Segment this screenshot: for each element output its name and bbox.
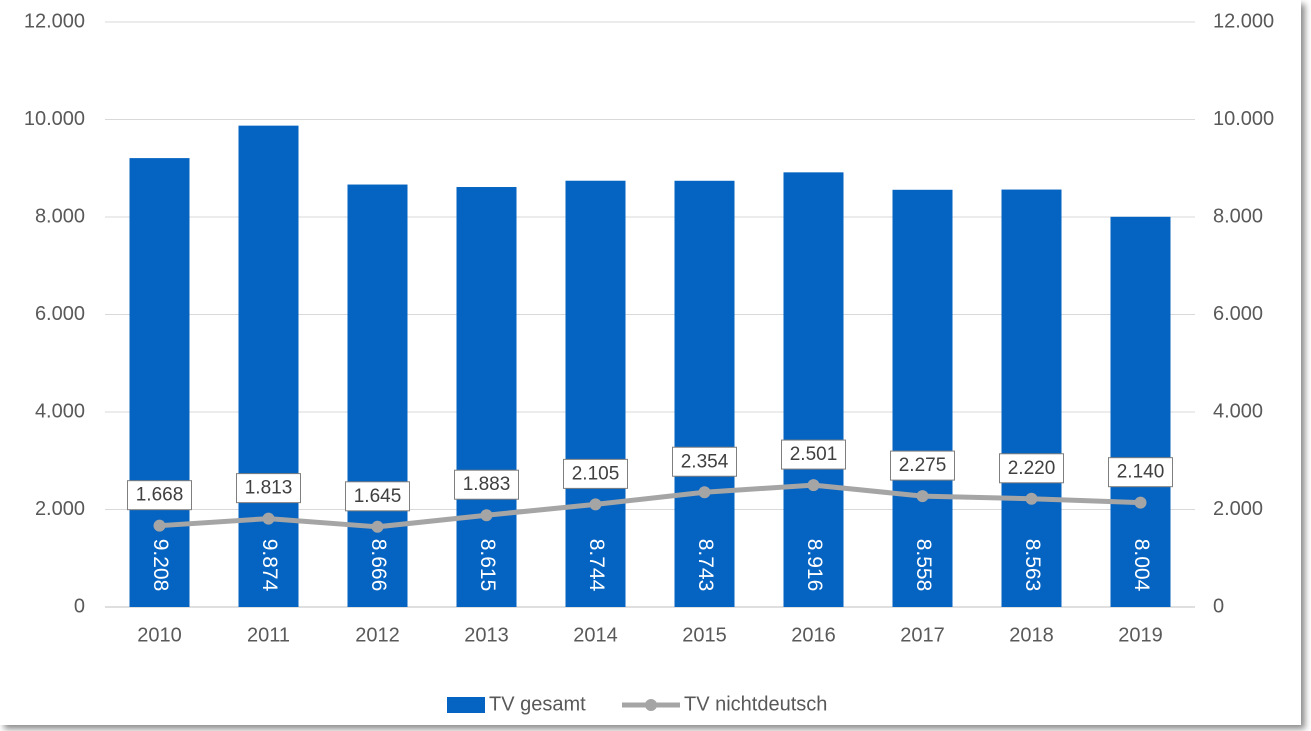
x-tick-label: 2012 <box>355 624 400 646</box>
x-tick-label: 2013 <box>464 624 509 646</box>
bar <box>456 187 517 608</box>
y2-tick-label: 10.000 <box>1213 108 1274 130</box>
line-point <box>480 509 493 522</box>
data-label-box <box>454 469 519 500</box>
x-tick-label: 2010 <box>137 624 182 646</box>
line-value-label: 1.668 <box>136 485 184 506</box>
bar-value-label: 9.208 <box>149 539 172 592</box>
bar <box>129 158 190 608</box>
line-value-label: 1.645 <box>354 486 402 507</box>
legend-label: TV nichtdeutsch <box>684 693 827 715</box>
y-tick-label: 12.000 <box>24 10 85 32</box>
bar-value-label: 8.916 <box>803 539 826 592</box>
legend-swatch-point <box>645 699 657 711</box>
data-label-box <box>563 458 628 489</box>
bar-value-label: 9.874 <box>258 539 281 592</box>
legend-swatch <box>447 697 485 713</box>
bar-value-label: 8.666 <box>367 539 390 592</box>
y-tick-label: 2.000 <box>35 498 85 520</box>
bar <box>892 189 953 608</box>
y2-tick-label: 4.000 <box>1213 400 1263 422</box>
line-point <box>371 520 384 533</box>
line-value-label: 1.813 <box>245 478 293 499</box>
data-label-box <box>781 439 846 470</box>
data-label-box <box>236 473 301 504</box>
y2-tick-label: 8.000 <box>1213 205 1263 227</box>
x-tick-label: 2015 <box>682 624 727 646</box>
line-value-label: 2.220 <box>1008 458 1056 479</box>
y-tick-label: 4.000 <box>35 400 85 422</box>
y2-tick-label: 0 <box>1213 595 1224 617</box>
line-point <box>1025 492 1038 505</box>
bar-value-label: 8.558 <box>912 539 935 592</box>
y-tick-label: 6.000 <box>35 303 85 325</box>
line-point <box>698 486 711 499</box>
bar-value-label: 8.615 <box>476 539 499 592</box>
line-point <box>807 479 820 492</box>
x-tick-label: 2016 <box>791 624 836 646</box>
data-label-box <box>890 450 955 481</box>
line-value-label: 2.354 <box>681 451 729 472</box>
y2-tick-label: 12.000 <box>1213 10 1274 32</box>
bar <box>565 180 626 608</box>
y2-tick-label: 6.000 <box>1213 303 1263 325</box>
bar-value-label: 8.563 <box>1021 539 1044 592</box>
data-label-box <box>999 453 1064 484</box>
data-label-box <box>672 446 737 477</box>
line <box>159 482 1141 530</box>
bar <box>783 172 844 607</box>
line-value-label: 2.140 <box>1117 462 1165 483</box>
x-tick-label: 2011 <box>247 624 290 646</box>
x-tick-label: 2018 <box>1009 624 1054 646</box>
line-point <box>262 512 275 525</box>
line-point <box>589 498 602 511</box>
line-value-label: 2.275 <box>899 455 947 476</box>
legend-label: TV gesamt <box>489 693 586 715</box>
line-value-label: 2.501 <box>790 444 838 465</box>
line-value-label: 1.883 <box>463 474 511 495</box>
x-tick-label: 2014 <box>573 624 618 646</box>
y-tick-label: 0 <box>74 595 85 617</box>
line-point <box>1134 496 1147 509</box>
data-label-box <box>1108 457 1173 488</box>
bar-value-label: 8.743 <box>694 539 717 592</box>
x-tick-label: 2017 <box>900 624 945 646</box>
data-label-box <box>345 481 410 512</box>
x-tick-label: 2019 <box>1118 624 1163 646</box>
line-point <box>153 519 166 532</box>
data-label-box <box>127 480 192 511</box>
y-tick-label: 8.000 <box>35 205 85 227</box>
y2-tick-label: 2.000 <box>1213 498 1263 520</box>
y-tick-label: 10.000 <box>24 108 85 130</box>
bar <box>1110 216 1171 607</box>
bar <box>674 180 735 607</box>
bar <box>1001 189 1062 607</box>
bar <box>238 125 299 607</box>
bar-value-label: 8.744 <box>585 539 608 592</box>
line-point <box>916 490 929 503</box>
line-value-label: 2.105 <box>572 463 620 484</box>
bar-value-label: 8.004 <box>1130 539 1153 592</box>
bar <box>347 184 408 607</box>
